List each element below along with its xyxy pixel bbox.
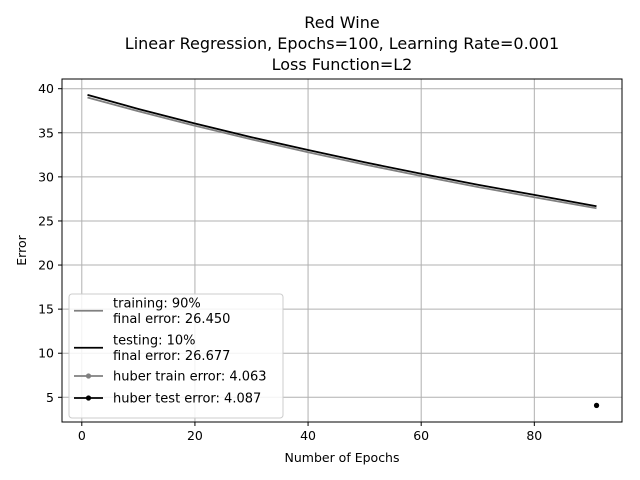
x-tick-label: 80 <box>526 428 542 443</box>
legend-marker <box>85 395 92 401</box>
x-tick-label: 0 <box>78 428 86 443</box>
y-tick-label: 5 <box>46 390 54 405</box>
legend-label: training: 90% <box>113 297 201 312</box>
legend-entry: testing: 10%final error: 26.677 <box>74 334 230 364</box>
x-axis: 0 20 40 60 80 <box>78 422 542 443</box>
y-tick-label: 35 <box>38 125 54 140</box>
data-point <box>593 402 600 408</box>
legend-label: huber test error: 4.087 <box>113 392 261 407</box>
legend-marker <box>85 373 92 379</box>
x-tick-label: 40 <box>300 428 316 443</box>
y-tick-label: 15 <box>38 302 54 317</box>
series-group <box>87 94 600 409</box>
legend-label: testing: 10% <box>113 334 195 349</box>
y-axis: 5 10 15 20 25 30 35 40 <box>38 81 62 405</box>
x-tick-label: 60 <box>413 428 429 443</box>
legend-entry: huber test error: 4.087 <box>74 392 261 407</box>
chart-title-line: Loss Function=L2 <box>272 55 413 74</box>
legend-entry: training: 90%final error: 26.450 <box>74 297 230 327</box>
series-line <box>87 96 597 210</box>
y-tick-label: 30 <box>38 169 54 184</box>
legend: training: 90%final error: 26.450 testing:… <box>68 293 284 419</box>
series-3 <box>593 402 600 408</box>
legend-box <box>68 293 284 419</box>
y-tick-label: 40 <box>38 81 54 96</box>
y-axis-label: Error <box>14 234 29 265</box>
chart-title: Red Wine Linear Regression, Epochs=100, L… <box>125 13 559 74</box>
series-0 <box>87 96 597 210</box>
legend-entry: huber train error: 4.063 <box>74 370 267 385</box>
x-tick-label: 20 <box>187 428 203 443</box>
x-axis-label: Number of Epochs <box>285 450 400 465</box>
legend-label: final error: 26.450 <box>113 312 230 327</box>
series-line <box>87 94 597 208</box>
chart-title-line: Linear Regression, Epochs=100, Learning … <box>125 34 559 53</box>
y-tick-label: 20 <box>38 258 54 273</box>
legend-label: final error: 26.677 <box>113 349 230 364</box>
series-1 <box>87 94 597 208</box>
legend-label: huber train error: 4.063 <box>113 370 267 385</box>
y-tick-label: 10 <box>38 346 54 361</box>
plot-frame <box>61 78 623 423</box>
chart-title-line: Red Wine <box>304 13 379 32</box>
y-tick-label: 25 <box>38 213 54 228</box>
